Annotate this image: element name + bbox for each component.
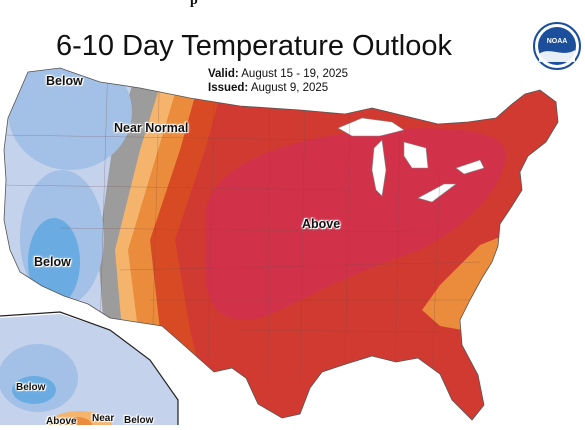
page-title: 6-10 Day Temperature Outlook — [56, 30, 453, 62]
lake-erie — [417, 183, 457, 203]
issued-label: Issued: — [208, 82, 249, 94]
label-alaska-below-2: Below — [124, 415, 154, 426]
ak-above-mid — [60, 417, 92, 425]
label-below-california: Below — [34, 255, 71, 269]
label-alaska-above: Above — [46, 416, 77, 427]
valid-row: Valid: August 15 - 19, 2025 — [208, 67, 348, 81]
top-caption: p — [190, 0, 198, 8]
band-above-mid-southeast — [422, 235, 505, 330]
noaa-logo-text: NOAA — [546, 38, 568, 45]
ak-below-dark — [12, 376, 56, 404]
band-above-max-center — [205, 128, 506, 320]
label-near-normal: Near Normal — [114, 121, 189, 135]
ak-frame — [0, 311, 179, 425]
label-alaska-near: Near — [92, 413, 115, 424]
state-borders — [4, 68, 481, 381]
band-below-mid-nw — [8, 68, 132, 170]
noaa-logo-text-wrap: NOAA — [533, 22, 581, 70]
ak-above-light — [48, 411, 112, 425]
lake-michigan — [371, 139, 387, 197]
issued-value: August 9, 2025 — [250, 82, 329, 94]
label-above-center: Above — [302, 217, 341, 231]
great-lakes — [337, 117, 485, 203]
band-below-dark-ca — [28, 218, 80, 306]
valid-label: Valid: — [208, 68, 239, 80]
conus-outline — [3, 67, 559, 421]
valid-value: August 15 - 19, 2025 — [241, 68, 349, 80]
issued-row: Issued: August 9, 2025 — [208, 81, 348, 95]
date-block: Valid: August 15 - 19, 2025 Issued: Augu… — [208, 67, 348, 95]
lake-superior — [337, 117, 405, 137]
noaa-logo — [533, 22, 581, 70]
label-alaska-below: Below — [16, 382, 46, 393]
lake-huron — [403, 141, 429, 169]
label-below-northwest: Below — [46, 74, 83, 88]
lake-ontario — [455, 159, 485, 175]
alaska-inset — [0, 311, 179, 425]
